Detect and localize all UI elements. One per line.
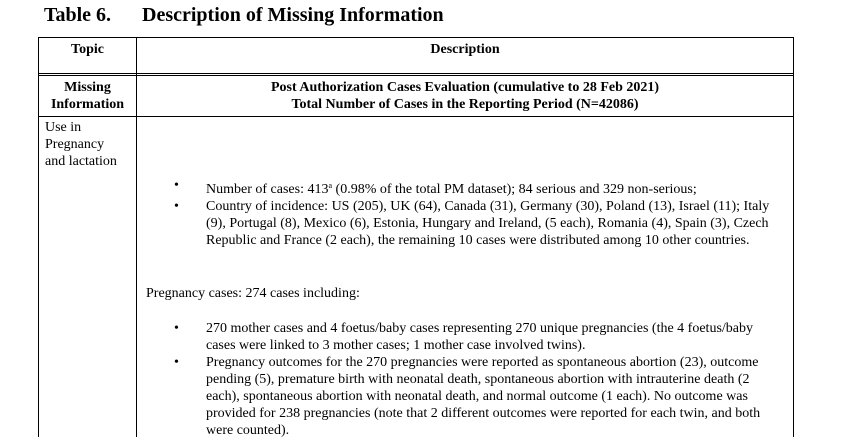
list-item: Country of incidence: US (205), UK (64),… [137, 198, 793, 249]
subheader-desc-line2: Total Number of Cases in the Reporting P… [291, 97, 639, 112]
topic-line3: and lactation [45, 154, 117, 169]
header-rule-bottom [39, 75, 793, 76]
case-summary-list: Number of cases: 413a (0.98% of the tota… [137, 177, 793, 249]
list-item: Pregnancy outcomes for the 270 pregnanci… [137, 354, 793, 439]
subheader-desc-line1: Post Authorization Cases Evaluation (cum… [270, 80, 660, 95]
list-item: Number of cases: 413a (0.98% of the tota… [137, 177, 793, 198]
pregnancy-cases-paragraph: Pregnancy cases: 274 cases including: [146, 286, 360, 301]
subheader-rule [39, 116, 793, 117]
topic-cell: Use in Pregnancy and lactation [45, 119, 133, 170]
missing-information-table: Topic Description Missing Information Po… [38, 37, 794, 439]
table-caption: Description of Missing Information [142, 4, 444, 26]
cases-detail-text: (0.98% of the total PM dataset); 84 seri… [332, 182, 697, 197]
subheader-topic: Missing Information [39, 79, 136, 113]
header-rule-top [39, 73, 793, 74]
table-number: Table 6. [44, 4, 112, 26]
topic-line1: Use in [45, 120, 82, 135]
pregnancy-details-list: 270 mother cases and 4 foetus/baby cases… [137, 320, 793, 439]
list-item: 270 mother cases and 4 foetus/baby cases… [137, 320, 793, 354]
topic-line2: Pregnancy [45, 137, 105, 152]
column-header-topic: Topic [71, 42, 104, 57]
cases-count-text: Number of cases: 413 [206, 182, 329, 197]
subheader-topic-line1: Missing [64, 80, 111, 95]
subheader-topic-line2: Information [50, 97, 125, 112]
table-title: Table 6. Description of Missing Informati… [44, 4, 444, 27]
document-page: Table 6. Description of Missing Informati… [0, 0, 865, 419]
subheader-description: Post Authorization Cases Evaluation (cum… [137, 79, 793, 113]
column-header-description: Description [430, 42, 500, 57]
footnote-marker: a [328, 181, 333, 190]
